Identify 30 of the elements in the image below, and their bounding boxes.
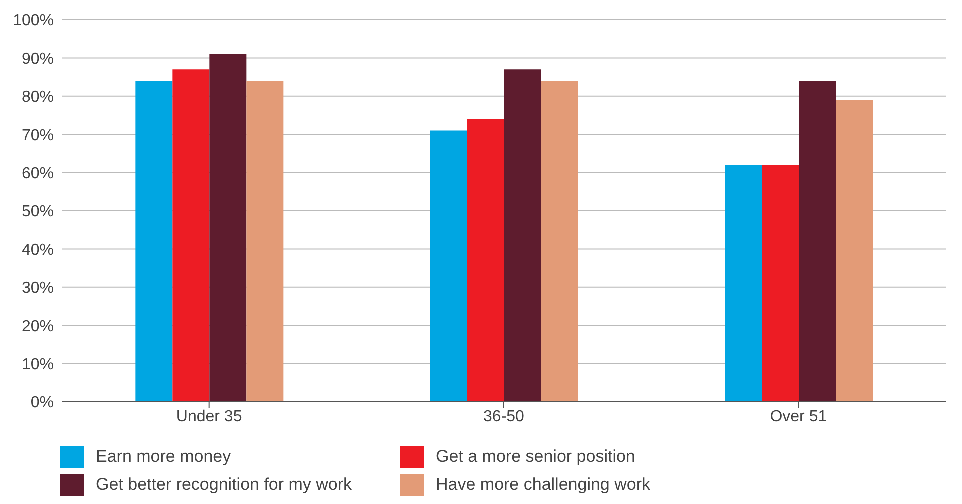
legend-label: Earn more money <box>96 447 232 467</box>
y-tick-label: 50% <box>22 204 54 221</box>
y-tick-label: 100% <box>13 12 54 30</box>
y-tick-label: 80% <box>22 89 54 106</box>
bar <box>725 165 762 402</box>
y-tick-label: 70% <box>22 127 54 144</box>
y-tick-label: 0% <box>30 394 54 412</box>
bar <box>467 119 504 402</box>
y-tick-label: 30% <box>22 280 54 298</box>
y-tick-label: 60% <box>22 165 54 182</box>
y-tick-label: 90% <box>22 50 54 68</box>
bar <box>762 165 799 402</box>
x-tick-label: Under 35 <box>176 408 242 426</box>
y-tick-label: 20% <box>22 318 54 336</box>
legend-label: Get a more senior position <box>436 447 636 467</box>
bar <box>210 54 247 402</box>
bar <box>504 70 542 402</box>
legend-label: Get better recognition for my work <box>96 475 352 495</box>
y-tick-label: 10% <box>22 356 54 374</box>
bar <box>246 81 284 402</box>
bar <box>136 81 173 402</box>
bar <box>799 81 836 402</box>
bar <box>430 130 468 402</box>
x-tick-label: 36-50 <box>484 408 525 426</box>
y-tick-label: 40% <box>22 242 54 259</box>
legend-label: Have more challenging work <box>436 475 650 495</box>
bar <box>172 70 210 402</box>
bar <box>541 81 578 402</box>
bar <box>836 100 873 402</box>
x-tick-label: Over 51 <box>770 408 828 426</box>
